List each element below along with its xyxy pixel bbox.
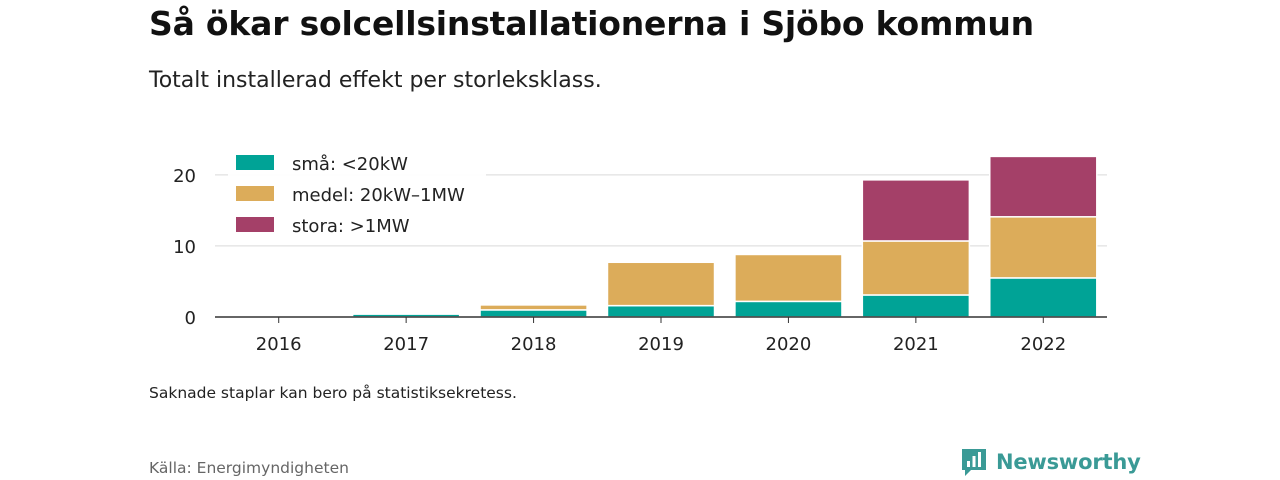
bar-segment-2019-1: [606, 261, 716, 307]
legend-swatch-2: [236, 217, 274, 232]
x-tick-label: 2019: [638, 334, 684, 355]
bar-segment-2022-2: [989, 155, 1098, 218]
x-tick-label: 2022: [1020, 334, 1066, 355]
chart-title: Så ökar solcellsinstallationerna i Sjöbo…: [149, 4, 1034, 43]
bar-segment-2021-1: [861, 240, 971, 296]
brand-name: Newsworthy: [996, 450, 1141, 474]
bar-segment-2018-1: [479, 304, 588, 311]
x-tick-label: 2021: [893, 334, 939, 355]
legend-label-1: medel: 20kW–1MW: [292, 185, 465, 206]
legend-label-0: små: <20kW: [292, 154, 408, 175]
stacked-bar-chart: 0 10 20 2016 2017 2018 2019 2020 2021 2022 små: <…: [173, 148, 1107, 355]
bar-segment-2021-2: [861, 179, 971, 242]
bar-segment-2019-0: [606, 304, 716, 318]
x-tick-label: 2016: [256, 334, 302, 355]
bar-segment-2021-0: [861, 294, 971, 318]
axes: 0 10 20 2016 2017 2018 2019 2020 2021 2022: [173, 166, 1107, 355]
footnote: Saknade staplar kan bero på statistiksek…: [149, 384, 517, 402]
brand-logo: Newsworthy: [960, 446, 1141, 478]
legend-swatch-1: [236, 186, 274, 201]
y-tick-label: 0: [185, 308, 196, 329]
source-label: Källa: Energimyndigheten: [149, 459, 349, 477]
legend: små: <20kW medel: 20kW–1MW stora: >1MW: [228, 148, 486, 240]
legend-label-2: stora: >1MW: [292, 216, 410, 237]
y-tick-label: 20: [173, 166, 196, 187]
bar-segment-2018-0: [479, 309, 588, 318]
x-tick-label: 2017: [383, 334, 429, 355]
bar-segment-2020-1: [734, 253, 843, 303]
bar-segment-2022-0: [989, 277, 1098, 318]
newsworthy-logo-icon: [962, 449, 986, 476]
bar-segment-2022-1: [989, 216, 1098, 279]
bars: [224, 155, 1098, 318]
bar-segment-2020-0: [734, 300, 843, 318]
x-tick-label: 2020: [766, 334, 812, 355]
y-tick-label: 10: [173, 237, 196, 258]
chart-subtitle: Totalt installerad effekt per storlekskl…: [149, 68, 602, 93]
legend-swatch-0: [236, 155, 274, 170]
x-tick-label: 2018: [511, 334, 557, 355]
